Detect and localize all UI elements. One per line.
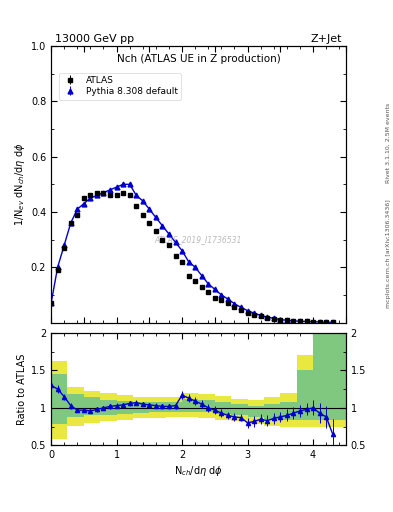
Text: Nch (ATLAS UE in Z production): Nch (ATLAS UE in Z production) bbox=[117, 54, 280, 65]
Y-axis label: Ratio to ATLAS: Ratio to ATLAS bbox=[17, 353, 27, 425]
X-axis label: N$_{ch}$/d$\eta$ d$\phi$: N$_{ch}$/d$\eta$ d$\phi$ bbox=[174, 464, 223, 479]
Text: Z+Jet: Z+Jet bbox=[310, 33, 342, 44]
Text: 13000 GeV pp: 13000 GeV pp bbox=[55, 33, 134, 44]
Text: mcplots.cern.ch [arXiv:1306.3436]: mcplots.cern.ch [arXiv:1306.3436] bbox=[386, 199, 391, 308]
Text: Rivet 3.1.10, 2.5M events: Rivet 3.1.10, 2.5M events bbox=[386, 103, 391, 183]
Legend: ATLAS, Pythia 8.308 default: ATLAS, Pythia 8.308 default bbox=[59, 73, 181, 100]
Y-axis label: 1/N$_{ev}$ dN$_{ch}$/d$\eta$ d$\phi$: 1/N$_{ev}$ dN$_{ch}$/d$\eta$ d$\phi$ bbox=[13, 142, 27, 226]
Text: ATLAS_2019_I1736531: ATLAS_2019_I1736531 bbox=[155, 235, 242, 244]
